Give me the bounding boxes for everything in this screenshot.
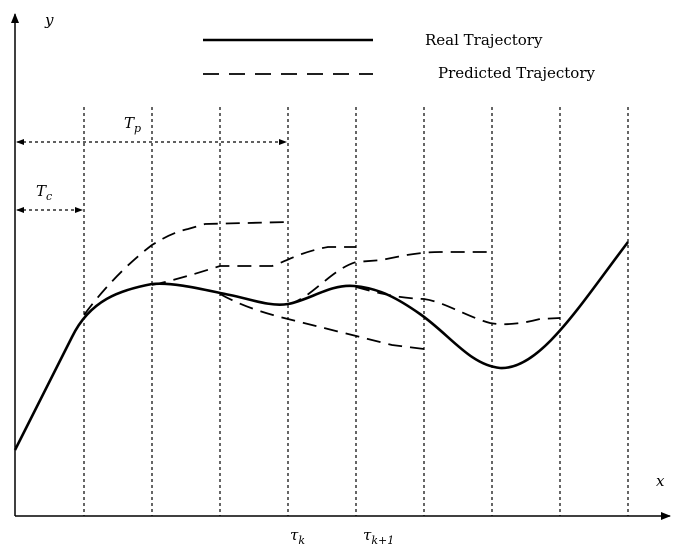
prediction-horizon: Tp [16,114,287,145]
real-trajectory [13,241,630,451]
x-axis-label: x [656,472,665,490]
legend-predicted-label: Predicted Trajectory [438,64,595,82]
tau-k1-label: τk+1 [363,526,394,547]
predicted-trajectory-1 [83,221,289,316]
y-axis-label: y [44,11,54,29]
control-horizon: Tc [16,182,83,213]
predicted-trajectory-2 [151,246,356,286]
legend-real-label: Real Trajectory [425,31,543,49]
tau-k-label: τk [290,526,305,547]
predicted-trajectory-3 [219,293,425,350]
control-horizon-label: Tc [36,182,52,203]
prediction-horizon-label: Tp [124,114,141,135]
predicted-trajectory-5 [355,286,561,326]
legend: Real Trajectory Predicted Trajectory [203,31,595,82]
predicted-trajectories [83,221,561,350]
time-step-gridlines [83,107,629,516]
